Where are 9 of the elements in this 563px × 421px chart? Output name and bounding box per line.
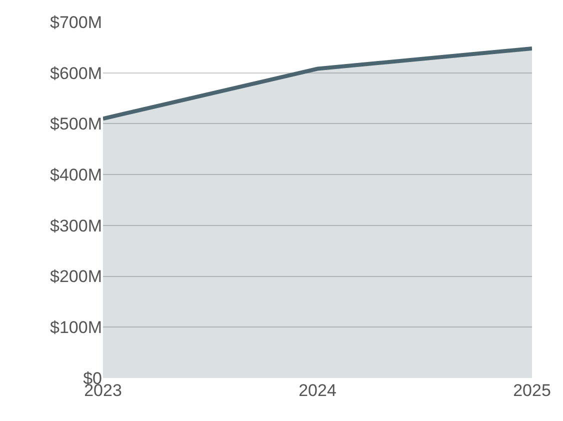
y-tick-label: $600M	[50, 64, 102, 83]
y-tick-label: $300M	[50, 216, 102, 236]
y-tick-label: $700M	[50, 12, 102, 32]
y-tick-label: $400M	[50, 166, 102, 185]
x-tick-label: 2024	[298, 381, 336, 400]
y-tick-label: $200M	[50, 267, 102, 286]
y-tick-label: $100M	[50, 318, 102, 338]
y-tick-label: $500M	[50, 114, 102, 134]
x-tick-label: 2025	[513, 381, 551, 400]
